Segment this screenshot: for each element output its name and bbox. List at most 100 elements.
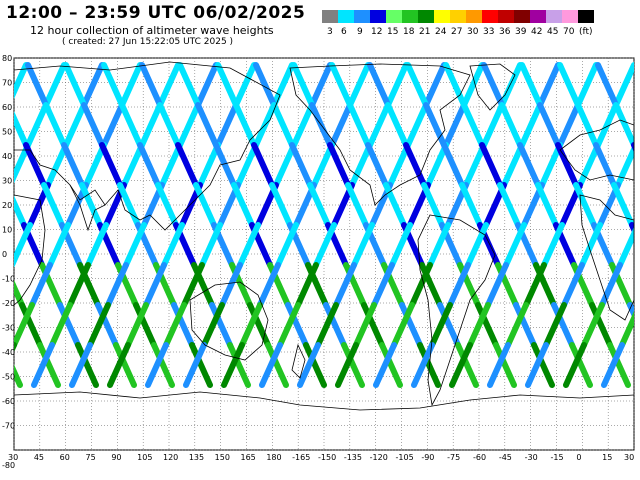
altimeter-track-segment [631,142,634,153]
altimeter-track-segment [391,302,415,348]
altimeter-track-segment [269,182,293,228]
altimeter-track-segment [537,62,561,108]
africa-coastline [13,194,46,306]
altimeter-track-segment [569,342,593,388]
latitude-label: 80 [2,54,12,63]
altimeter-track-segment [437,302,461,348]
altimeter-track-segment [29,262,53,308]
map-title: 12:00 – 23:59 UTC 06/02/2025 [6,3,306,23]
altimeter-track-segment [14,195,27,228]
altimeter-track-segment [221,342,245,388]
legend-swatch [386,10,402,23]
altimeter-track-segment [595,102,619,148]
longitude-label: -45 [499,453,512,462]
legend-label: (ft) [579,27,593,37]
altimeter-track-segment [577,142,601,188]
altimeter-track-segment [63,102,87,148]
north-america-coastline [289,63,471,206]
legend-label: 15 [387,27,399,37]
altimeter-track-segment [295,262,319,308]
altimeter-track-segment [459,182,483,228]
altimeter-track-segment [215,102,239,148]
longitude-label: 30 [624,453,634,462]
altimeter-track-segment [497,182,521,228]
altimeter-track-segment [367,62,391,108]
latitude-label: 20 [2,201,12,210]
altimeter-track-segment [505,302,529,348]
longitude-label: -135 [344,453,362,462]
altimeter-track-segment [361,302,385,348]
altimeter-track-segment [575,102,599,148]
altimeter-track-segment [539,142,563,188]
altimeter-track-segment [99,142,123,188]
altimeter-track-segment [253,62,277,108]
altimeter-track-segment [117,182,141,228]
altimeter-track-segment [137,142,161,188]
antarctica-coastline [13,391,635,411]
altimeter-track-segment [371,262,395,308]
altimeter-track-segment [613,102,634,148]
legend-swatch [418,10,434,23]
altimeter-track-segment [25,62,49,108]
altimeter-track-segment [385,62,409,108]
altimeter-track-segment [291,62,315,108]
altimeter-track-segment [441,142,465,188]
longitude-label: 150 [215,453,230,462]
altimeter-track-segment [177,102,201,148]
altimeter-track-segment [101,102,125,148]
altimeter-track-segment [79,182,103,228]
altimeter-track-segment [487,342,511,388]
longitude-label: 15 [602,453,612,462]
legend-label: 70 [563,27,575,37]
altimeter-track-segment [307,182,331,228]
altimeter-track-segment [31,342,55,388]
legend-label: 6 [341,27,347,37]
altimeter-track-segment [467,302,491,348]
altimeter-track-segment [85,222,109,268]
longitude-label: -150 [318,453,336,462]
altimeter-track-segment [233,102,257,148]
altimeter-track-segment [425,142,449,188]
longitude-label: 30 [8,453,18,462]
altimeter-track-segment [411,342,435,388]
altimeter-track-segment [327,142,351,188]
altimeter-track-segment [427,222,451,268]
altimeter-track-segment [113,342,137,388]
altimeter-track-segment [347,102,371,148]
latitude-label: -60 [2,397,15,406]
latitude-label: 50 [2,128,12,137]
altimeter-track-segment [177,62,201,108]
altimeter-track-segment [365,142,389,188]
altimeter-track-segment [599,262,623,308]
altimeter-track-segment [57,302,81,348]
altimeter-track-segment [579,222,603,268]
altimeter-track-segment [349,142,373,188]
altimeter-track-segment [251,142,275,188]
latitude-label: -80 [2,461,15,470]
legend-swatch [322,10,338,23]
altimeter-track-segment [465,222,489,268]
latitude-labels: 80 70 60 50 40 30 20 10 0 -10 -20 -30 -40 -50 -60 -70 -8… [2,54,15,470]
altimeter-track-segment [67,262,91,308]
altimeter-track-segment [195,102,219,148]
altimeter-track-segment [14,364,23,388]
altimeter-track-segment [615,142,634,188]
longitude-label: -30 [525,453,538,462]
altimeter-track-segment [133,302,157,348]
altimeter-track-segment [535,182,559,228]
latitude-label: -40 [2,348,15,357]
altimeter-track-segment [627,302,634,322]
altimeter-track-segment [197,142,221,188]
altimeter-track-segment [589,302,613,348]
altimeter-track-segment [213,142,237,188]
altimeter-track-segment [499,102,523,148]
altimeter-track-segment [119,102,143,148]
altimeter-track-segment [45,142,69,188]
altimeter-track-segment [171,302,195,348]
altimeter-track-segment [107,342,131,388]
altimeter-track-segment [387,142,411,188]
altimeter-track-segment [43,102,67,148]
altimeter-track-segment [575,62,599,108]
altimeter-track-segment [119,62,143,108]
altimeter-track-segment [273,142,297,188]
